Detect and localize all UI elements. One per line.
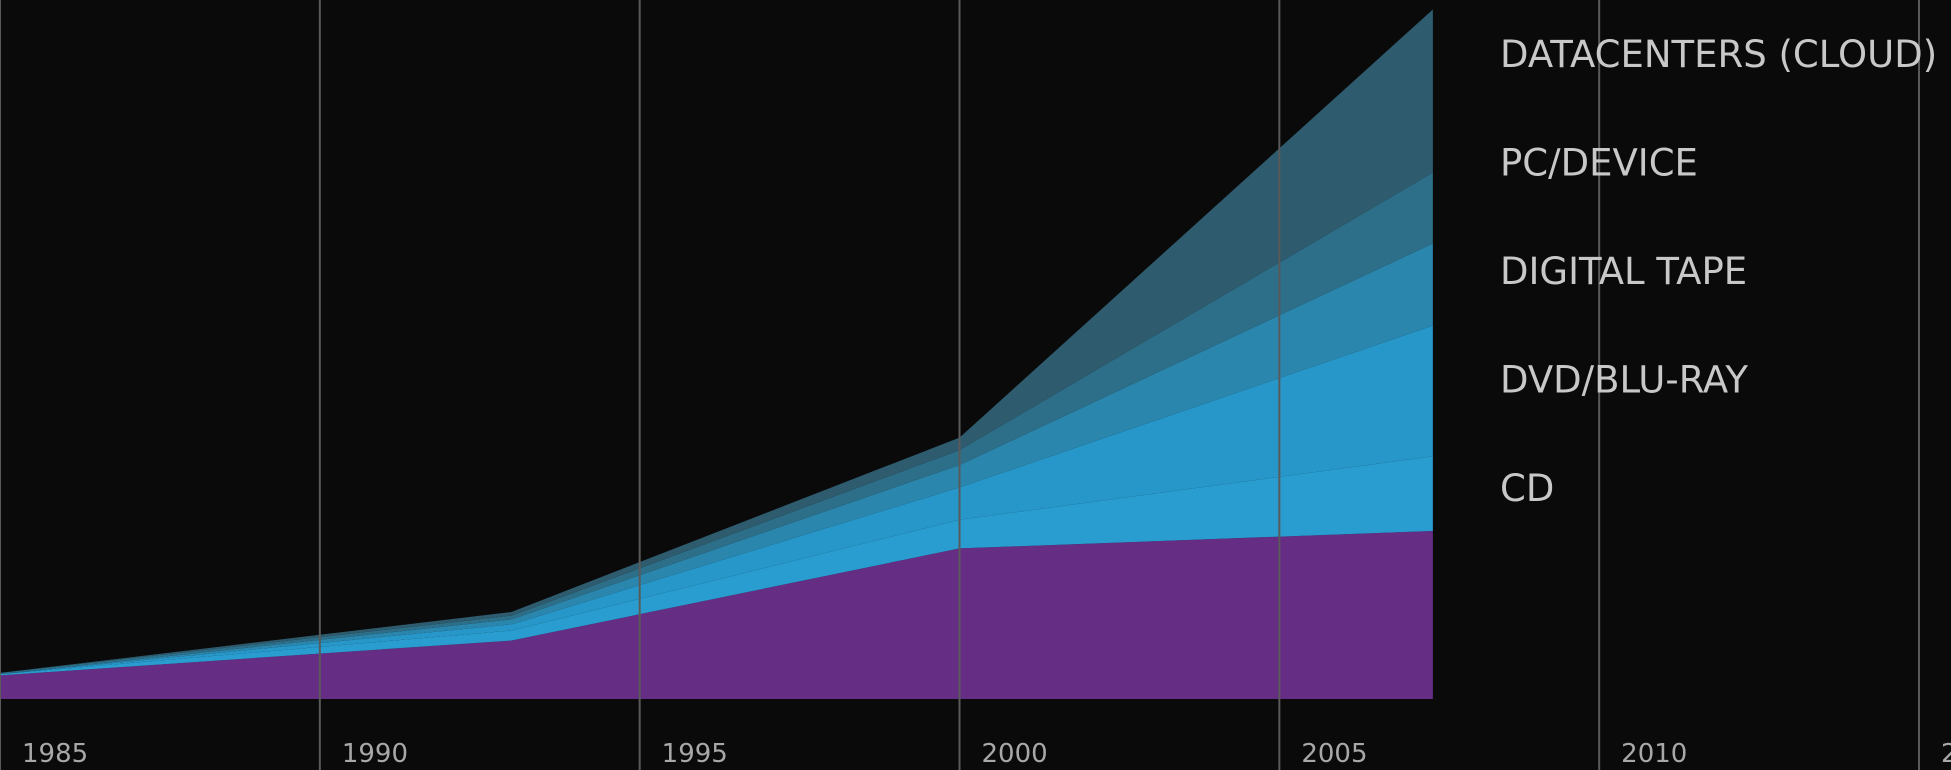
legend-label: DVD/BLU-RAY xyxy=(1500,359,1748,402)
area-layer xyxy=(0,530,1433,699)
area-layer xyxy=(0,456,1433,676)
legend-label: CD xyxy=(1500,467,1554,510)
x-tick-label: 2000 xyxy=(982,739,1048,769)
x-tick-label: 2010 xyxy=(1621,739,1687,769)
x-tick-label: 1990 xyxy=(342,739,408,769)
legend-label: DIGITAL TAPE xyxy=(1500,250,1747,293)
x-tick-label: 1985 xyxy=(22,739,88,769)
legend-label: PC/DEVICE xyxy=(1500,142,1698,185)
x-tick-label: 2005 xyxy=(1301,739,1367,769)
x-tick-label: 1995 xyxy=(662,739,728,769)
x-tick-label: 2015 xyxy=(1941,739,1951,769)
legend-label: DATACENTERS (CLOUD) xyxy=(1500,33,1937,76)
